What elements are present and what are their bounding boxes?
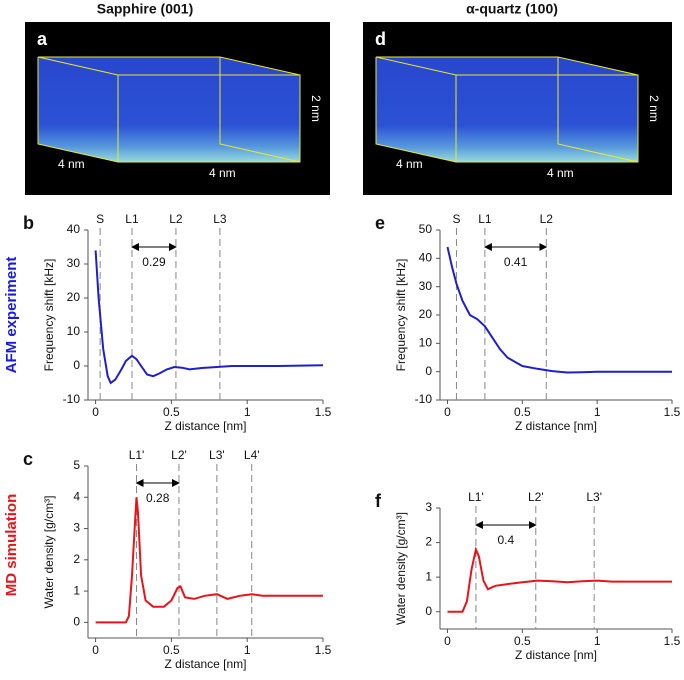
y-tick-label: 0 [73,358,80,372]
y-tick-label: 40 [67,222,81,236]
y-tick-label: -10 [415,392,433,406]
dim-label: 4 nm [547,166,574,180]
dim-label: 2 nm [309,95,323,122]
x-tick-label: 0.5 [163,643,180,657]
y-tick-label: 20 [419,307,433,321]
spacing-label: 0.41 [504,255,528,269]
row-label: AFM experiment [3,257,20,374]
x-tick-label: 1 [244,405,251,419]
y-tick-label: 0 [425,604,432,618]
x-tick-label: 1.5 [315,405,332,419]
y-axis-label: Frequency shift [kHz] [394,259,408,372]
x-tick-label: 0 [444,405,451,419]
y-tick-label: 50 [419,222,433,236]
y-tick-label: 2 [73,552,80,566]
reference-label: L1 [125,212,139,226]
y-tick-label: 0 [425,364,432,378]
edges [375,56,639,163]
panel-label: c [23,449,33,469]
reference-label: S [96,212,104,226]
front-face [117,74,301,163]
y-tick-label: 3 [425,500,432,514]
data-line [94,250,324,385]
reference-label: L3' [209,448,225,462]
panel-label: d [375,29,386,49]
dim-label: 2 nm [647,95,661,122]
y-tick-label: 1 [425,569,432,583]
y-tick-label: 0 [73,615,80,629]
box-outline [375,56,639,163]
y-tick-label: 5 [73,458,80,472]
x-axis-label: Z distance [nm] [515,419,597,433]
x-tick-label: 0 [444,634,451,648]
panel-label: a [37,29,48,49]
x-axis-label: Z distance [nm] [515,648,597,662]
y-tick-label: 40 [419,251,433,265]
reference-label: L3 [213,212,227,226]
y-tick-label: 1 [73,583,80,597]
y-tick-label: 4 [73,489,80,503]
y-tick-label: -10 [63,392,81,406]
y-tick-label: 20 [67,290,81,304]
y-tick-label: 3 [73,521,80,535]
x-tick-label: 1.5 [664,405,681,419]
y-tick-label: 30 [419,279,433,293]
x-axis-label: Z distance [nm] [164,657,246,671]
row-label: MD simulation [3,494,20,597]
x-tick-label: 1 [594,634,601,648]
spacing-label: 0.29 [142,255,166,269]
volume [376,57,638,162]
y-axis-label: Frequency shift [kHz] [42,259,56,372]
x-tick-label: 0.5 [163,405,180,419]
x-tick-label: 0 [92,405,99,419]
y-tick-label: 2 [425,535,432,549]
data-line [446,246,672,374]
edges [37,56,301,163]
reference-label: L2 [169,212,183,226]
reference-label: L1' [468,490,484,504]
x-tick-label: 0.5 [514,405,531,419]
dim-label: 4 nm [209,166,236,180]
front-face [455,74,639,163]
x-axis-label: Z distance [nm] [164,419,246,433]
x-tick-label: 0 [92,643,99,657]
panel-label: f [375,491,382,511]
y-axis-label: Water density [g/cm³] [42,496,56,609]
x-tick-label: 0.5 [514,634,531,648]
reference-label: L1' [129,448,145,462]
column-title: α-quartz (100) [466,1,558,17]
reference-label: L2 [540,212,554,226]
y-tick-label: 30 [67,256,81,270]
dim-label: 4 nm [396,157,423,171]
box-outline [37,56,301,163]
volume [38,57,300,162]
spacing-label: 0.28 [146,491,170,505]
x-tick-label: 1 [244,643,251,657]
data-line [95,497,323,624]
dim-label: 4 nm [58,157,85,171]
panel-label: e [375,213,385,233]
data-line [447,546,672,613]
spacing-label: 0.4 [498,533,515,547]
y-axis-label: Water density [g/cm³] [394,512,408,625]
column-title: Sapphire (001) [97,1,193,17]
reference-label: L4' [244,448,260,462]
reference-label: L1 [478,212,492,226]
panel-label: b [23,213,34,233]
y-tick-label: 10 [67,324,81,338]
reference-label: L2' [171,448,187,462]
reference-label: L2' [528,490,544,504]
x-tick-label: 1.5 [315,643,332,657]
x-tick-label: 1.5 [664,634,681,648]
x-tick-label: 1 [594,405,601,419]
y-tick-label: 10 [419,336,433,350]
reference-label: L3' [586,490,602,504]
reference-label: S [452,212,460,226]
